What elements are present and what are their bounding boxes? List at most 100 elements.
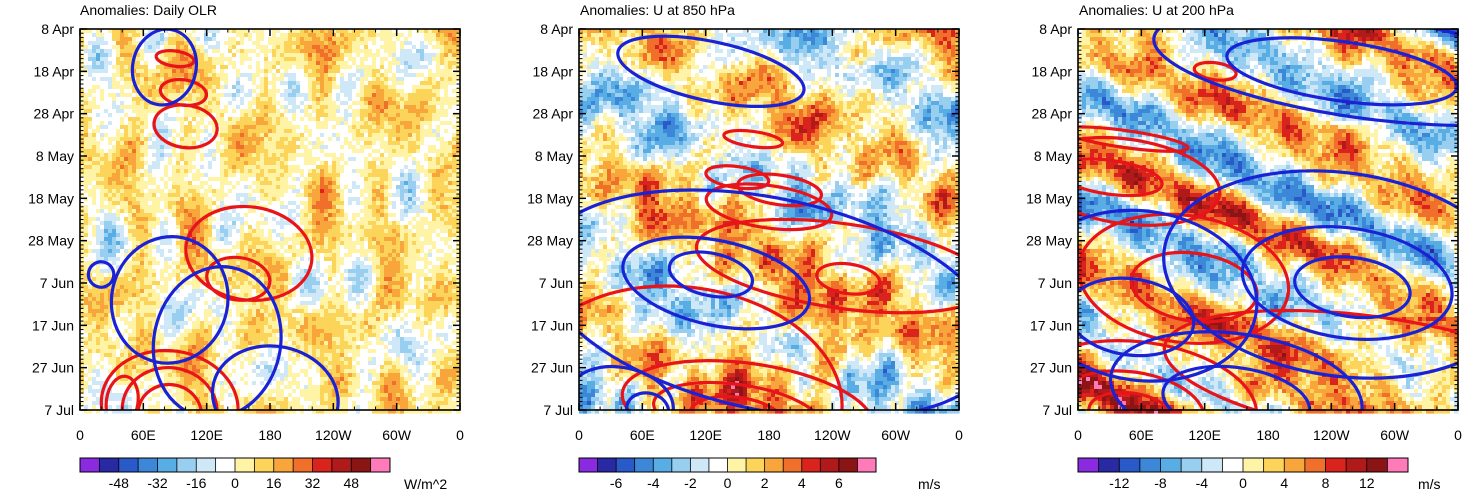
field-cell: [124, 153, 129, 158]
field-cell: [228, 225, 233, 230]
field-cell: [196, 157, 201, 162]
field-cell: [120, 105, 125, 110]
field-cell: [244, 165, 249, 170]
field-cell: [420, 209, 425, 214]
field-cell: [112, 197, 117, 202]
field-cell: [424, 153, 429, 158]
field-cell: [364, 213, 369, 218]
field-cell: [372, 169, 377, 174]
field-cell: [100, 101, 105, 106]
field-cell: [448, 121, 453, 126]
field-cell: [400, 221, 405, 226]
field-cell: [216, 221, 221, 226]
field-cell: [96, 89, 101, 94]
field-cell: [428, 29, 433, 34]
field-cell: [380, 161, 385, 166]
field-cell: [148, 117, 153, 122]
field-cell: [336, 233, 341, 238]
field-cell: [128, 29, 133, 34]
field-cell: [132, 29, 137, 34]
field-cell: [368, 161, 373, 166]
field-cell: [276, 181, 281, 186]
field-cell: [264, 205, 269, 210]
field-cell: [296, 81, 301, 86]
field-cell: [96, 117, 101, 122]
field-cell: [228, 73, 233, 78]
field-cell: [404, 121, 409, 126]
field-cell: [248, 61, 253, 66]
field-cell: [84, 105, 89, 110]
field-cell: [160, 217, 165, 222]
field-cell: [248, 177, 253, 182]
field-cell: [116, 213, 121, 218]
field-cell: [320, 145, 325, 150]
field-cell: [272, 145, 277, 150]
field-cell: [112, 105, 117, 110]
field-cell: [108, 105, 113, 110]
field-cell: [352, 77, 357, 82]
field-cell: [120, 133, 125, 138]
field-cell: [380, 209, 385, 214]
field-cell: [128, 109, 133, 114]
field-cell: [456, 157, 461, 162]
field-cell: [320, 97, 325, 102]
field-cell: [204, 201, 209, 206]
field-cell: [444, 105, 449, 110]
field-cell: [296, 29, 301, 34]
field-cell: [300, 165, 305, 170]
field-cell: [320, 89, 325, 94]
field-cell: [384, 125, 389, 130]
field-cell: [124, 77, 129, 82]
field-cell: [156, 33, 161, 38]
field-cell: [220, 237, 225, 242]
field-cell: [312, 229, 317, 234]
field-cell: [292, 125, 297, 130]
field-cell: [256, 197, 261, 202]
field-cell: [348, 149, 353, 154]
field-cell: [208, 45, 213, 50]
field-cell: [320, 181, 325, 186]
field-cell: [228, 57, 233, 62]
field-cell: [208, 161, 213, 166]
field-cell: [180, 193, 185, 198]
field-cell: [364, 233, 369, 238]
field-cell: [124, 161, 129, 166]
field-cell: [196, 185, 201, 190]
field-cell: [248, 69, 253, 74]
field-cell: [212, 221, 217, 226]
field-cell: [264, 53, 269, 58]
field-cell: [180, 121, 185, 126]
field-cell: [288, 49, 293, 54]
field-cell: [244, 229, 249, 234]
field-cell: [300, 89, 305, 94]
field-cell: [284, 181, 289, 186]
field-cell: [228, 45, 233, 50]
field-cell: [252, 181, 257, 186]
field-cell: [448, 197, 453, 202]
field-cell: [340, 177, 345, 182]
field-cell: [244, 125, 249, 130]
field-cell: [304, 89, 309, 94]
field-cell: [260, 81, 265, 86]
field-cell: [356, 49, 361, 54]
field-cell: [384, 193, 389, 198]
field-cell: [236, 77, 241, 82]
field-cell: [396, 217, 401, 222]
field-cell: [108, 181, 113, 186]
field-cell: [180, 213, 185, 218]
field-cell: [192, 125, 197, 130]
field-cell: [96, 197, 101, 202]
field-cell: [404, 129, 409, 134]
field-cell: [444, 177, 449, 182]
field-cell: [368, 37, 373, 42]
field-cell: [364, 61, 369, 66]
field-cell: [412, 81, 417, 86]
field-cell: [200, 233, 205, 238]
field-cell: [344, 73, 349, 78]
field-cell: [88, 137, 93, 142]
field-cell: [408, 205, 413, 210]
field-cell: [264, 145, 269, 150]
field-cell: [308, 213, 313, 218]
field-cell: [412, 225, 417, 230]
field-cell: [432, 57, 437, 62]
